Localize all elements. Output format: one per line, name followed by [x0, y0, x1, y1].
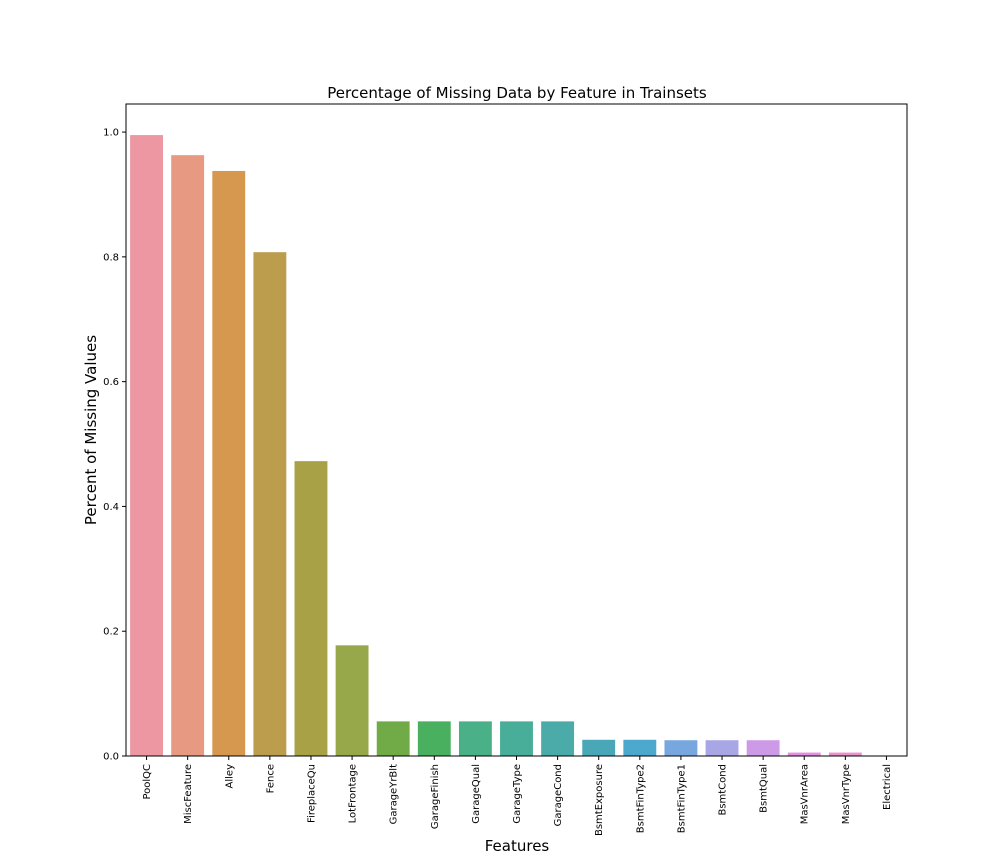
x-tick-label: GarageQual: [471, 764, 482, 824]
bar-miscfeature: [171, 155, 205, 756]
x-tick-label: MasVnrArea: [800, 764, 811, 824]
x-tick-label: GarageCond: [553, 764, 564, 826]
bar-poolqc: [130, 135, 163, 756]
x-tick-label: PoolQC: [142, 764, 153, 800]
chart-title: Percentage of Missing Data by Feature in…: [327, 84, 707, 102]
x-tick-label: MasVnrType: [841, 764, 852, 824]
x-tick-label: LotFrontage: [348, 764, 359, 823]
bar-bsmtcond: [705, 740, 739, 756]
x-tick-label: GarageFinish: [430, 764, 441, 829]
x-axis-ticks: PoolQC MiscFeature Alley Fence FireplaceQu Lo…: [142, 756, 893, 836]
x-tick-label: BsmtQual: [759, 764, 770, 813]
x-tick-label: FireplaceQu: [306, 764, 317, 823]
x-tick-label: BsmtCond: [718, 764, 729, 816]
x-tick-label: GarageYrBlt: [389, 764, 400, 824]
bars-group: [130, 135, 903, 756]
bar-garagefinish: [417, 721, 451, 756]
y-tick-label: 0.4: [103, 502, 119, 513]
bar-lotfrontage: [335, 645, 369, 756]
bar-bsmtqual: [746, 740, 780, 756]
bar-fireplacequ: [294, 461, 328, 756]
bar-fence: [253, 252, 287, 756]
bar-bsmtexposure: [582, 739, 616, 756]
plot-frame: [125, 103, 908, 757]
x-tick-label: GarageType: [512, 764, 523, 824]
x-tick-label: Fence: [265, 764, 276, 793]
x-tick-label: Alley: [224, 764, 235, 789]
bar-garagetype: [500, 721, 533, 756]
y-tick-label: 0.0: [103, 752, 119, 763]
bar-masvnrarea: [787, 752, 821, 756]
y-tick-label: 0.8: [103, 252, 119, 263]
x-tick-label: Electrical: [882, 764, 893, 810]
bar-garagecond: [541, 721, 575, 756]
bar-garagequal: [458, 721, 492, 756]
x-tick-label: BsmtFinType2: [635, 764, 646, 833]
bar-garageyrblt: [376, 721, 410, 756]
y-tick-label: 0.6: [103, 377, 119, 388]
x-tick-label: BsmtFinType1: [676, 764, 687, 833]
bar-masvnrtype: [828, 752, 862, 756]
y-tick-label: 0.2: [103, 627, 119, 638]
bar-alley: [212, 170, 246, 756]
y-tick-label: 1.0: [103, 128, 119, 139]
x-tick-label: BsmtExposure: [594, 764, 605, 836]
bar-bsmtfintype2: [623, 739, 657, 756]
x-axis-title: Features: [485, 837, 550, 855]
y-axis-title: Percent of Missing Values: [82, 335, 100, 525]
bar-bsmtfintype1: [664, 740, 698, 756]
x-tick-label: MiscFeature: [183, 764, 194, 824]
y-axis-ticks: 0.0 0.2 0.4 0.6 0.8 1.0: [103, 128, 126, 763]
